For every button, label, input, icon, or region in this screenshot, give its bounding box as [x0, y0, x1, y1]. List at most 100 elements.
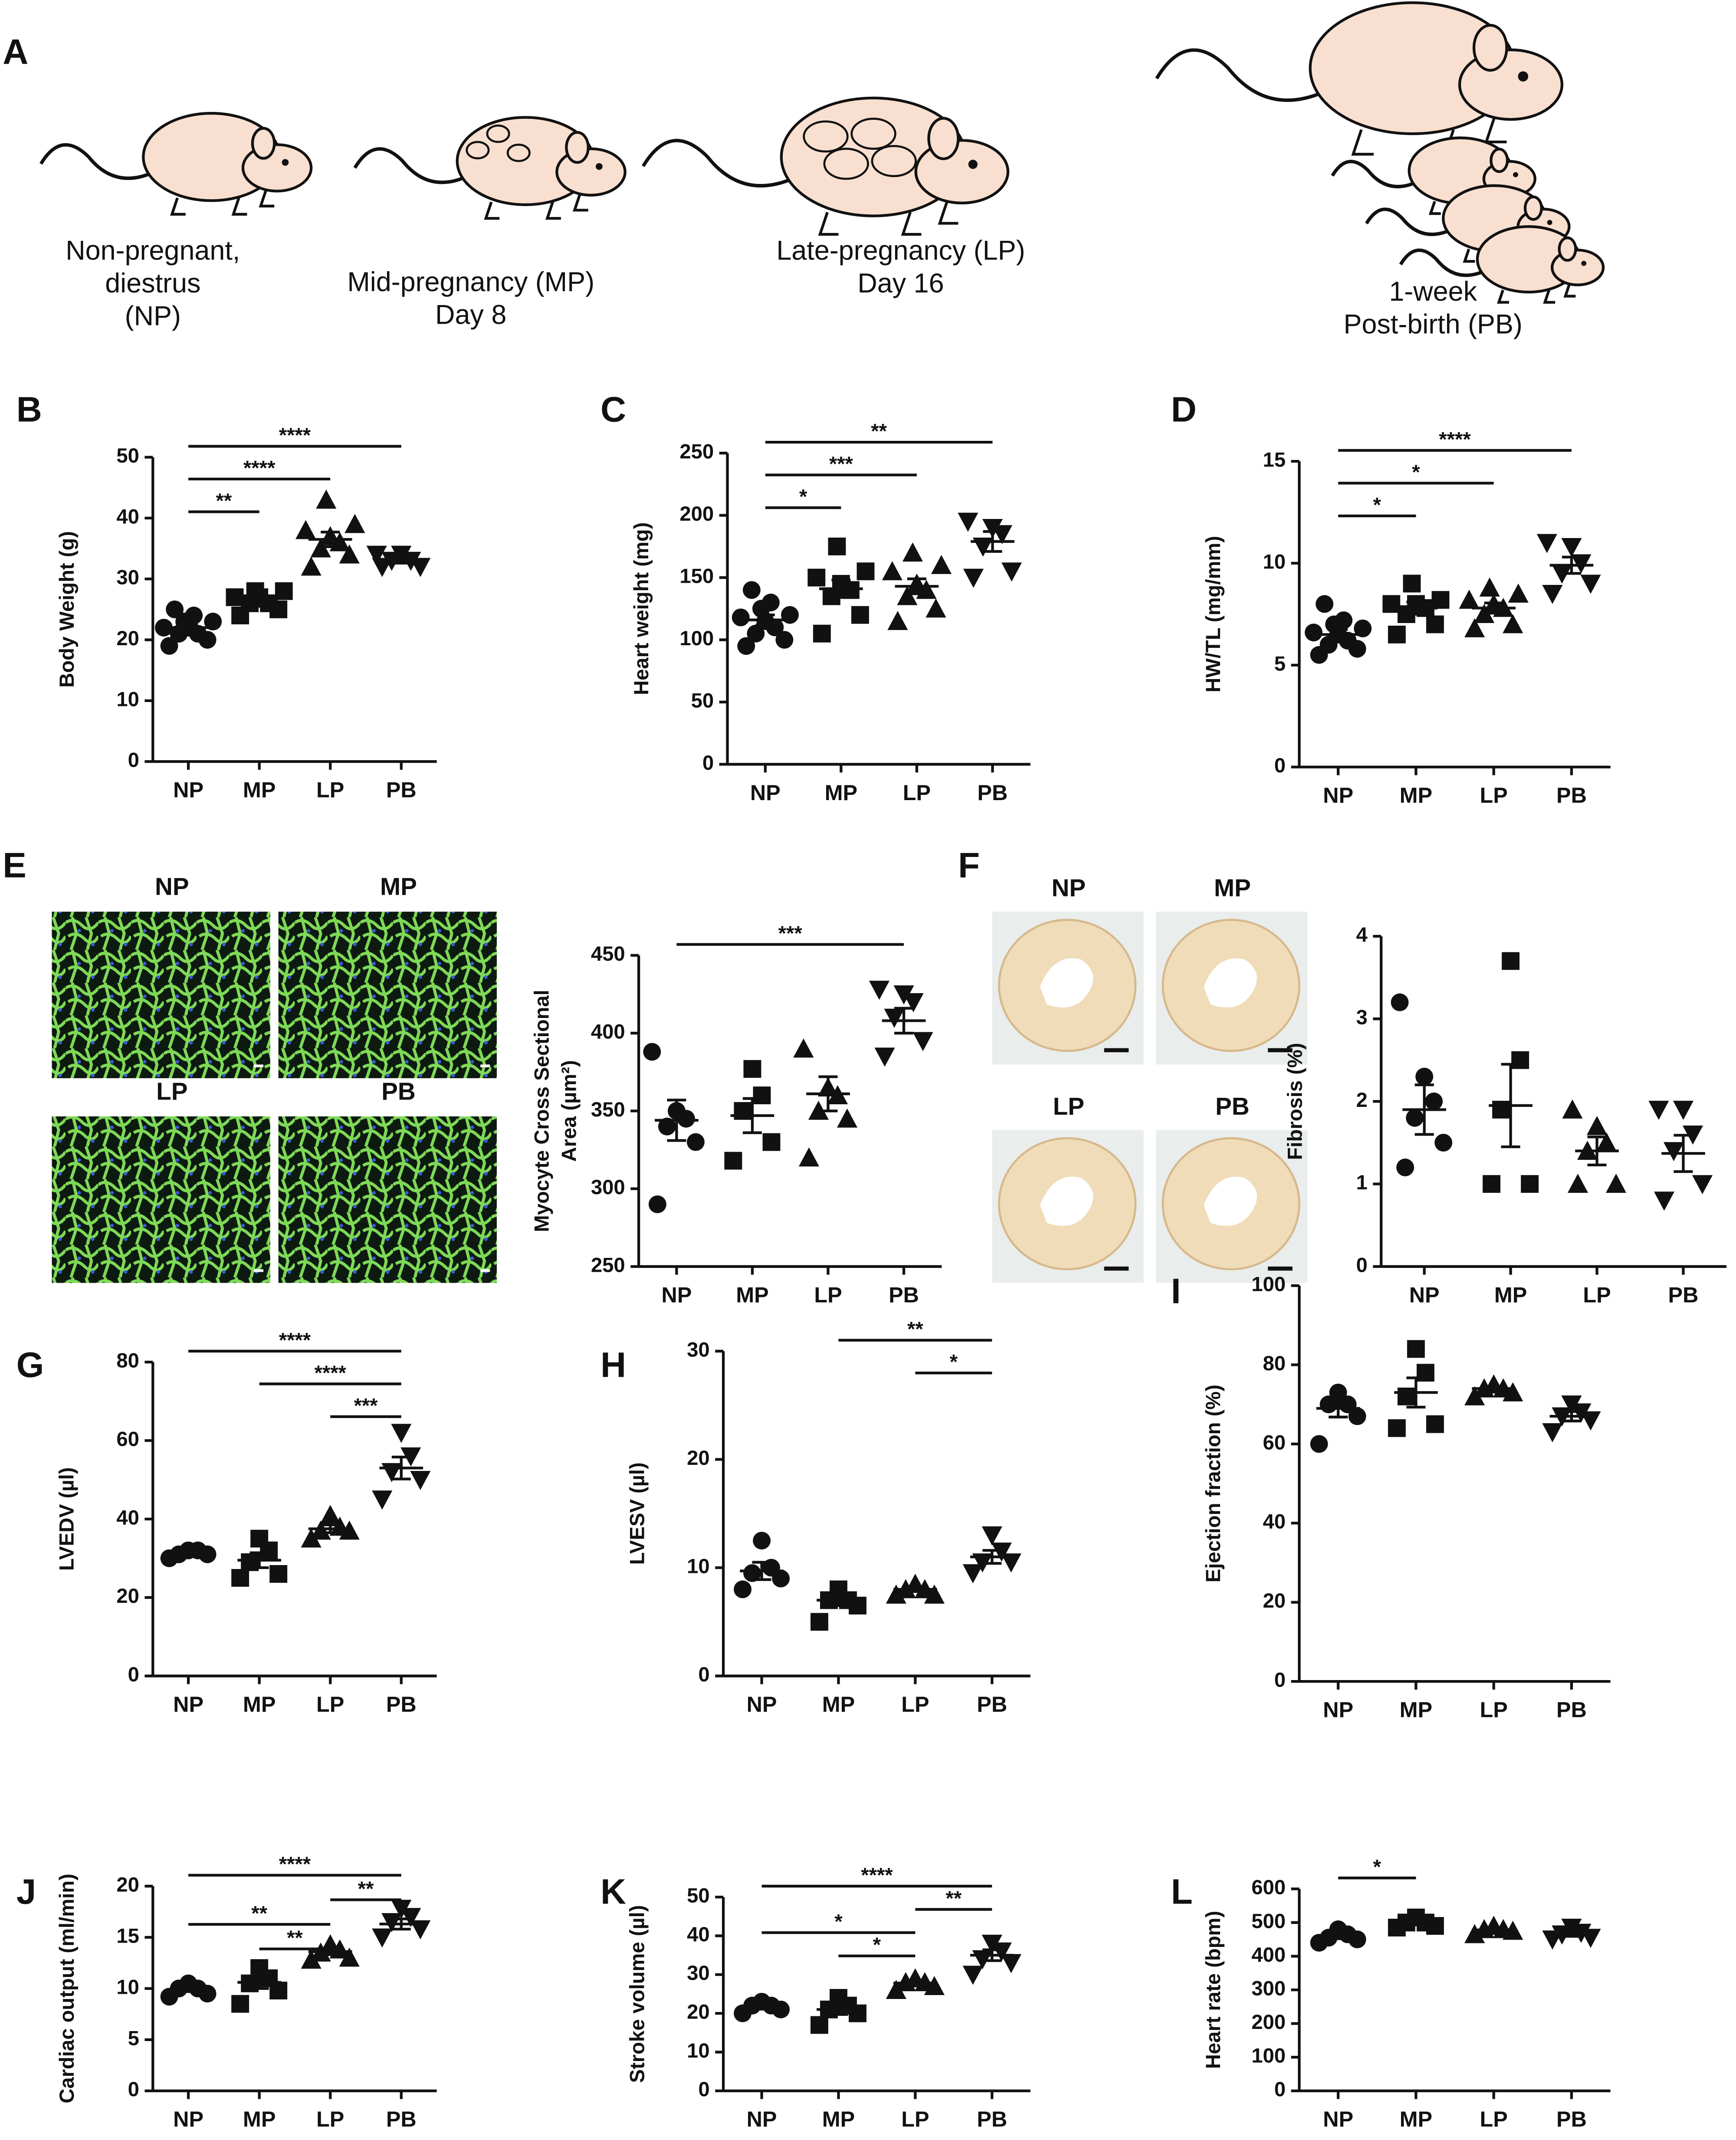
x-tick-label: MP	[1494, 1282, 1527, 1307]
x-tick-label: LP	[316, 778, 344, 802]
mouse-head	[914, 139, 1010, 205]
stage-caption: Non-pregnant,	[66, 236, 240, 266]
significance-label: ****	[314, 1361, 346, 1384]
y-tick-label: 20	[116, 1873, 139, 1896]
data-point	[828, 537, 846, 555]
data-point	[1580, 574, 1601, 594]
panel-label: J	[16, 1872, 36, 1911]
significance-label: ***	[778, 922, 803, 945]
data-point	[316, 489, 337, 509]
data-point	[762, 1133, 781, 1151]
x-tick-label: LP	[814, 1282, 842, 1307]
y-axis-label: LVESV (µl)	[626, 1462, 649, 1565]
x-tick-label: NP	[173, 778, 203, 802]
data-point	[793, 1038, 814, 1058]
x-tick-label: PB	[977, 1692, 1007, 1717]
y-axis-label: Myocyte Cross Sectional	[530, 990, 553, 1232]
data-point	[231, 1995, 249, 2013]
scale-bar	[480, 1064, 490, 1067]
data-point	[204, 613, 222, 630]
data-point	[643, 1043, 661, 1061]
y-tick-label: 400	[1251, 1943, 1286, 1966]
significance-label: ***	[354, 1394, 378, 1417]
data-point	[372, 1490, 393, 1510]
y-tick-label: 300	[591, 1175, 625, 1198]
data-point	[887, 610, 908, 630]
x-tick-label: PB	[977, 2107, 1007, 2131]
significance-label: **	[946, 1887, 962, 1910]
data-point	[1605, 1174, 1627, 1193]
data-point	[1382, 595, 1401, 613]
data-point	[275, 582, 293, 600]
data-point	[1388, 625, 1406, 643]
mouse-leg	[1563, 283, 1576, 298]
y-axis-label: Stroke volume (µl)	[626, 1905, 649, 2083]
scale-bar	[1104, 1266, 1129, 1271]
data-point	[857, 562, 875, 581]
lumen	[1040, 958, 1093, 1008]
data-point	[1396, 1159, 1414, 1177]
data-point	[991, 1543, 1012, 1562]
panel-label: H	[601, 1345, 626, 1385]
significance-label: ****	[861, 1863, 893, 1886]
data-point	[962, 1564, 983, 1584]
y-tick-label: 30	[687, 1961, 709, 1984]
mouse-leg	[484, 201, 500, 220]
mouse-ear	[927, 117, 960, 161]
data-point	[1483, 1175, 1501, 1193]
data-point	[269, 1565, 288, 1583]
y-tick-label: 250	[679, 440, 714, 463]
significance-label: ****	[243, 456, 276, 479]
mouse-leg	[1543, 289, 1556, 304]
y-tick-label: 20	[116, 627, 139, 650]
data-point	[1426, 1415, 1444, 1433]
data-point	[1502, 952, 1520, 970]
data-point	[982, 519, 1003, 538]
embryo	[506, 144, 531, 162]
data-point	[366, 545, 387, 565]
mouse-tail	[39, 143, 158, 180]
mouse-ear	[1472, 24, 1508, 72]
y-tick-label: 450	[591, 942, 625, 965]
data-point	[1407, 1340, 1425, 1358]
data-point	[903, 993, 924, 1012]
mouse-eye	[968, 160, 978, 169]
data-point	[1415, 1067, 1434, 1086]
y-tick-label: 20	[687, 1446, 709, 1469]
scale-bar	[1268, 1266, 1293, 1271]
x-tick-label: NP	[661, 1282, 692, 1307]
mouse-ear	[1558, 236, 1577, 262]
data-point	[1567, 1174, 1588, 1193]
data-point	[345, 514, 365, 533]
mouse-leg	[901, 212, 922, 236]
data-point	[1391, 993, 1409, 1011]
embryo	[466, 141, 490, 160]
x-tick-label: NP	[173, 1692, 203, 1717]
embryo	[850, 118, 896, 150]
mouse-tail	[1331, 160, 1421, 188]
y-tick-label: 3	[1356, 1006, 1367, 1029]
mouse-eye	[282, 159, 289, 166]
data-point	[391, 1900, 412, 1919]
embryo	[486, 125, 510, 143]
y-tick-label: 20	[687, 2000, 709, 2023]
data-point	[1310, 1435, 1328, 1453]
x-tick-label: MP	[243, 2107, 276, 2131]
data-point	[991, 525, 1013, 545]
x-tick-label: PB	[1556, 2107, 1587, 2131]
y-tick-label: 30	[687, 1338, 709, 1361]
mouse-eye	[1547, 220, 1552, 225]
y-tick-label: 15	[116, 1924, 139, 1947]
data-point	[391, 1424, 412, 1443]
y-tick-label: 200	[679, 502, 714, 525]
y-tick-label: 10	[687, 2039, 709, 2062]
y-axis-label: Ejection fraction (%)	[1201, 1385, 1224, 1582]
data-point	[743, 1564, 761, 1582]
data-point	[1673, 1100, 1694, 1120]
data-point	[1459, 589, 1480, 609]
y-tick-label: 10	[687, 1554, 709, 1577]
y-tick-label: 4	[1356, 923, 1367, 946]
data-point	[658, 1117, 676, 1136]
mouse-ear	[1490, 148, 1509, 173]
x-tick-label: MP	[243, 1692, 276, 1717]
